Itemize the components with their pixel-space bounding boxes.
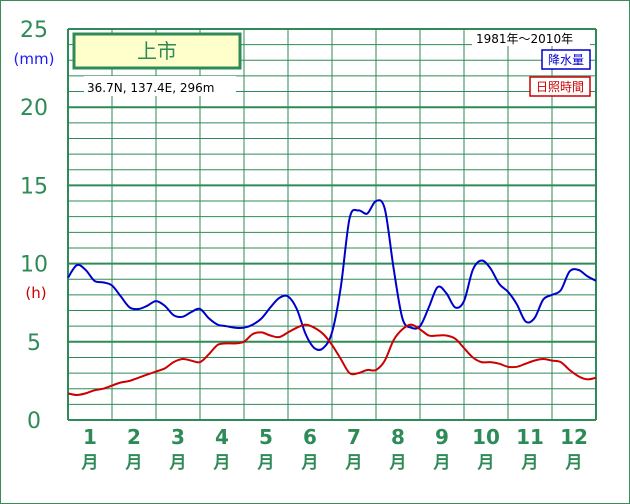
legend-item-frame [529, 76, 591, 97]
month-suffix-label: 月 [389, 453, 407, 473]
y-tick-label: 20 [20, 96, 48, 121]
y-tick-label: 10 [20, 253, 48, 278]
month-suffix-label: 月 [81, 453, 99, 473]
precipitation-series-line [67, 199, 597, 351]
title-box: 上市 [72, 32, 242, 70]
month-suffix-label: 月 [125, 453, 143, 473]
month-suffix-label: 月 [477, 453, 495, 473]
month-suffix-label: 月 [521, 453, 539, 473]
chart-grid [67, 28, 597, 421]
month-number-label: 7 [347, 425, 361, 449]
month-suffix-label: 月 [169, 453, 187, 473]
title-box-frame [72, 32, 242, 70]
location-label: 36.7N, 137.4E, 296m [87, 81, 214, 95]
x-axis-month-labels: 1 月 2 月 3 月 4 月 5 月 6 月 7 月 8 月 9 月 10 月 11 月 12 月 [81, 425, 588, 473]
month-number-label: 3 [171, 425, 185, 449]
y-unit-sunshine-label: (h) [25, 284, 46, 302]
month-number-label: 12 [560, 425, 588, 449]
month-number-label: 10 [472, 425, 500, 449]
month-suffix-label: 月 [345, 453, 363, 473]
legend-item-label: 降水量 [548, 53, 584, 67]
month-number-label: 5 [259, 425, 273, 449]
month-suffix-label: 月 [565, 453, 583, 473]
y-tick-label: 25 [20, 18, 48, 43]
period-label-bg [472, 30, 590, 46]
y-axis-tick-labels: 0 5 10 15 20 25 [20, 18, 48, 434]
month-suffix-label: 月 [301, 453, 319, 473]
month-number-label: 4 [215, 425, 229, 449]
legend-item-label: 日照時間 [536, 80, 584, 94]
month-number-label: 9 [435, 425, 449, 449]
month-number-label: 8 [391, 425, 405, 449]
month-number-label: 2 [127, 425, 141, 449]
month-suffix-label: 月 [257, 453, 275, 473]
y-unit-precip-label: (mm) [14, 50, 55, 68]
month-suffix-label: 月 [433, 453, 451, 473]
legend-item-frame [541, 49, 591, 70]
month-suffix-label: 月 [213, 453, 231, 473]
y-tick-label: 0 [27, 409, 41, 434]
month-number-label: 11 [516, 425, 544, 449]
month-number-label: 1 [83, 425, 97, 449]
location-label-bg [84, 76, 236, 96]
y-tick-label: 15 [20, 174, 48, 199]
series-lines [67, 199, 597, 396]
sunshine-series-line [67, 323, 597, 396]
y-tick-label: 5 [27, 331, 41, 356]
month-number-label: 6 [303, 425, 317, 449]
period-label: 1981年～2010年 [476, 32, 573, 46]
chart-title: 上市 [137, 39, 177, 63]
